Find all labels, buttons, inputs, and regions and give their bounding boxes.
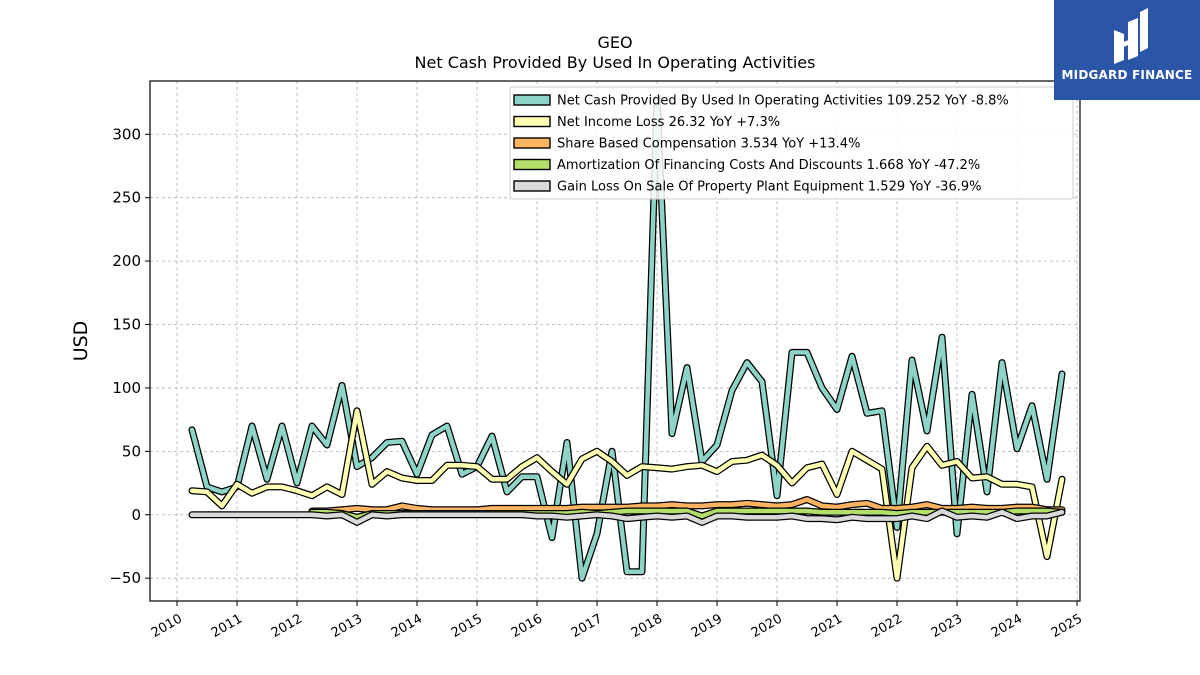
y-tick-label: 0 [131,506,141,524]
logo-text: MIDGARD FINANCE [1061,68,1193,82]
y-tick-label: 100 [112,379,141,397]
legend-swatch [513,115,551,128]
x-tick-label: 2016 [509,611,545,641]
series-line [189,96,1065,581]
legend-swatch [513,158,551,171]
logo-mark-icon [1114,8,1148,64]
x-tick-label: 2017 [569,611,605,641]
series-2 [188,407,1066,582]
x-tick-label: 2015 [449,611,485,641]
midgard-logo: MIDGARD FINANCE [1054,0,1200,100]
y-tick-label: −50 [109,569,141,587]
x-tick-label: 2010 [149,611,185,641]
plot-frame [149,80,1081,602]
series-3 [308,496,1066,515]
chart-title: GEO [597,33,632,52]
x-tick-label: 2014 [389,611,425,641]
x-tick-label: 2024 [989,611,1025,641]
series-group [188,95,1066,582]
x-tick-label: 2020 [749,611,785,641]
series-line [309,497,1065,514]
y-tick-label: 150 [112,316,141,334]
legend-swatch [513,180,551,192]
series-5 [188,507,1066,526]
legend-swatch [513,137,551,149]
legend-box [509,86,1074,200]
series-line [189,508,1065,525]
y-tick-label: 200 [112,252,141,270]
x-tick-label: 2013 [329,611,365,641]
x-tick-label: 2018 [629,611,665,641]
x-tick-label: 2023 [929,611,965,641]
legend-label: Amortization Of Financing Costs And Disc… [557,158,980,173]
series-1 [188,95,1066,582]
legend-swatch [513,94,551,106]
x-tick-label: 2011 [209,611,245,641]
x-tick-label: 2019 [689,611,725,641]
y-tick-label: 250 [112,189,141,207]
x-axis: 2010 2011 2012 2013 2014 2015 2016 2017 2018 2019… [149,601,1085,641]
series-line [189,408,1065,581]
x-tick-label: 2025 [1049,611,1085,641]
y-axis: −50 0 50 100 150 200 250 300 [109,125,150,587]
x-tick-label: 2021 [809,611,845,641]
legend: Net Cash Provided By Used In Operating A… [509,86,1074,200]
y-tick-label: 50 [122,442,141,460]
chart-subtitle: Net Cash Provided By Used In Operating A… [415,53,816,72]
legend-label: Net Income Loss 26.32 YoY +7.3% [557,115,780,130]
x-tick-label: 2012 [269,611,305,641]
legend-label: Share Based Compensation 3.534 YoY +13.4… [557,137,860,152]
legend-label: Net Cash Provided By Used In Operating A… [557,94,1009,109]
legend-label: Gain Loss On Sale Of Property Plant Equi… [557,180,981,195]
y-tick-label: 300 [112,125,141,143]
x-tick-label: 2022 [869,611,905,641]
y-axis-label: USD [70,321,92,362]
